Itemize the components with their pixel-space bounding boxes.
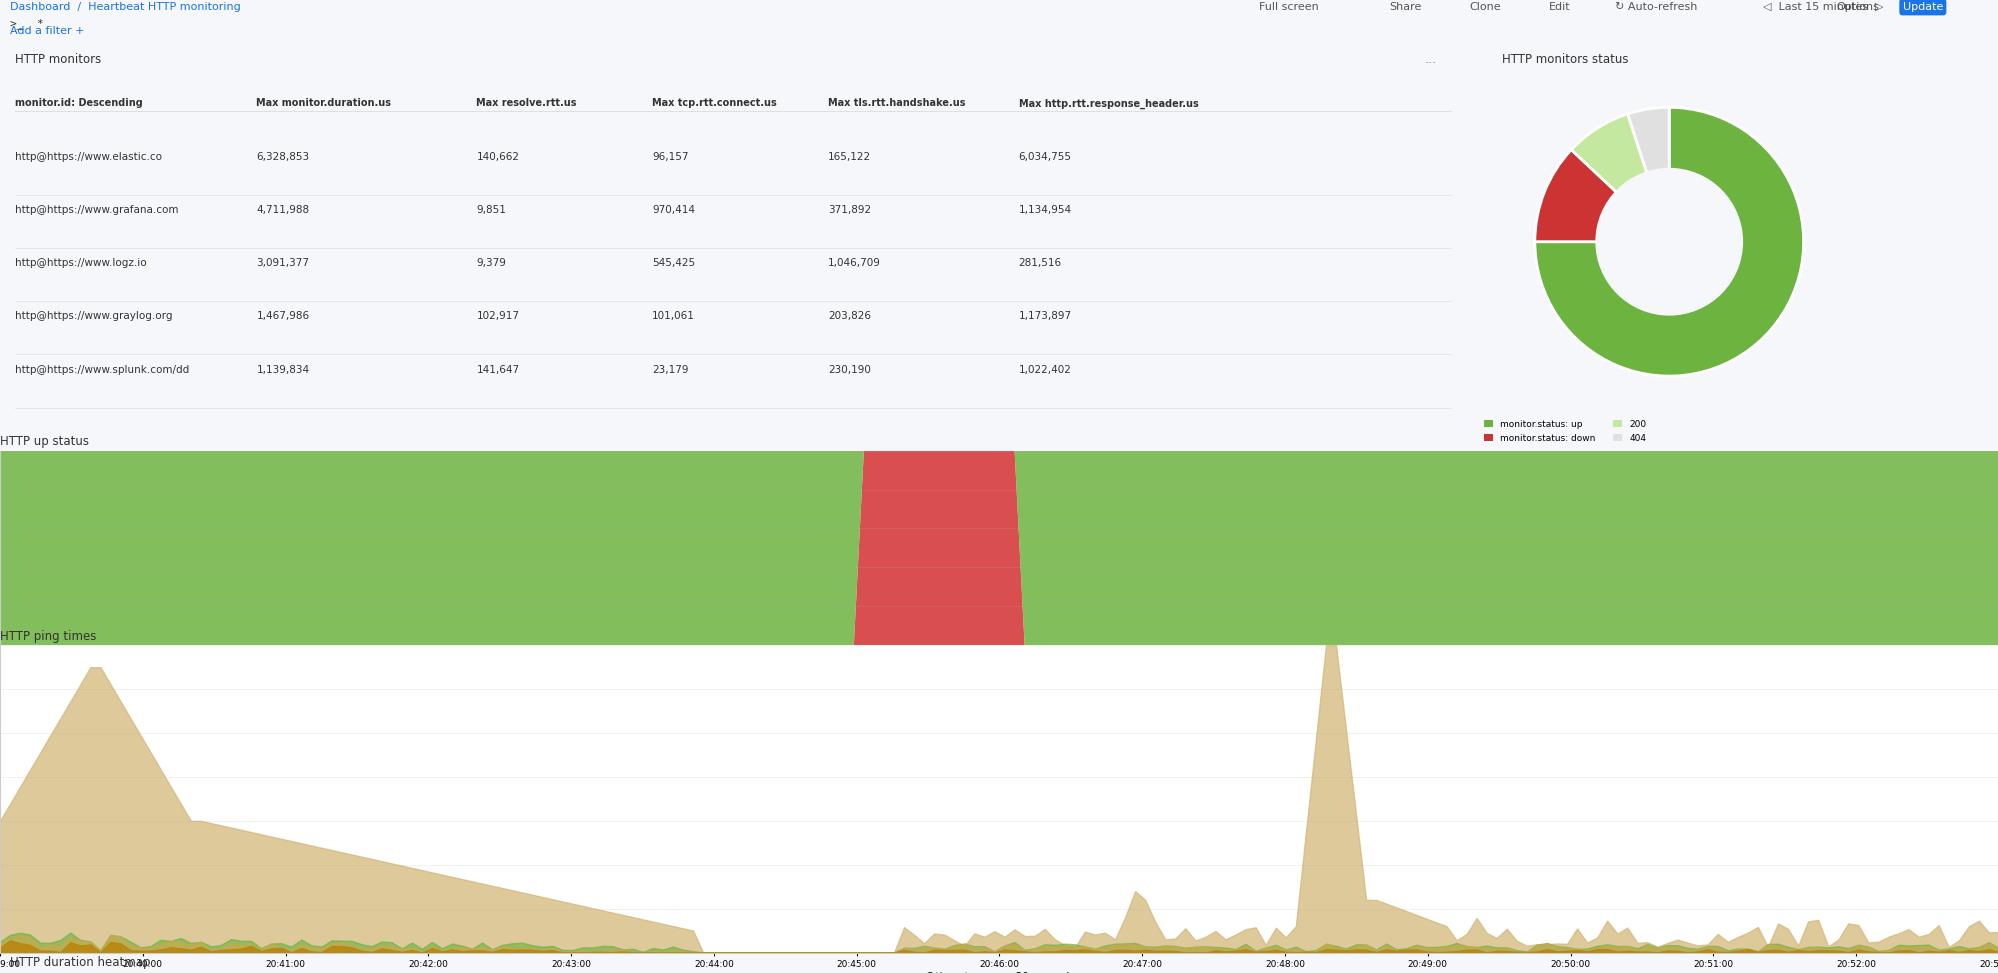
Text: 970,414: 970,414 [651, 205, 695, 215]
Text: http@https://www.elastic.co: http@https://www.elastic.co [14, 152, 162, 162]
Text: monitor.id: Descending: monitor.id: Descending [14, 98, 142, 108]
Text: 6,034,755: 6,034,755 [1019, 152, 1071, 162]
Text: 371,892: 371,892 [827, 205, 871, 215]
Text: 1,134,954: 1,134,954 [1019, 205, 1071, 215]
Text: Max http.rtt.response_header.us: Max http.rtt.response_header.us [1019, 98, 1197, 109]
Text: HTTP up status: HTTP up status [0, 435, 90, 449]
Text: ↻ Auto-refresh: ↻ Auto-refresh [1614, 2, 1696, 12]
Text: Max tcp.rtt.connect.us: Max tcp.rtt.connect.us [651, 98, 777, 108]
Text: 9,851: 9,851 [476, 205, 505, 215]
Text: 101,061: 101,061 [651, 311, 695, 321]
Text: 141,647: 141,647 [476, 365, 519, 375]
Text: Max resolve.rtt.us: Max resolve.rtt.us [476, 98, 577, 108]
Text: Add a filter +: Add a filter + [10, 26, 84, 36]
Text: 96,157: 96,157 [651, 152, 689, 162]
Text: HTTP duration heatmap: HTTP duration heatmap [10, 955, 150, 968]
Text: Options: Options [1836, 2, 1878, 12]
Text: Max tls.rtt.handshake.us: Max tls.rtt.handshake.us [827, 98, 965, 108]
X-axis label: @timestamp per 30 seconds: @timestamp per 30 seconds [925, 972, 1073, 973]
Text: 23,179: 23,179 [651, 365, 689, 375]
Text: 1,022,402: 1,022,402 [1019, 365, 1071, 375]
Text: http@https://www.grafana.com: http@https://www.grafana.com [14, 205, 178, 215]
Text: 6,328,853: 6,328,853 [256, 152, 310, 162]
Text: HTTP ping times: HTTP ping times [0, 630, 96, 643]
Legend: monitor.status: up, monitor.status: down, 200, 404: monitor.status: up, monitor.status: down… [1479, 416, 1650, 447]
Text: 9,379: 9,379 [476, 258, 505, 269]
Text: HTTP monitors status: HTTP monitors status [1500, 54, 1628, 66]
Text: http@https://www.splunk.com/dd: http@https://www.splunk.com/dd [14, 365, 190, 375]
Text: Clone: Clone [1469, 2, 1500, 12]
Text: 1,046,709: 1,046,709 [827, 258, 881, 269]
Text: Update: Update [1902, 2, 1942, 12]
Text: ◁  Last 15 minutes  ▷: ◁ Last 15 minutes ▷ [1762, 2, 1882, 12]
Text: Max monitor.duration.us: Max monitor.duration.us [256, 98, 392, 108]
Text: 102,917: 102,917 [476, 311, 519, 321]
Text: 545,425: 545,425 [651, 258, 695, 269]
Text: 4,711,988: 4,711,988 [256, 205, 310, 215]
Text: 1,467,986: 1,467,986 [256, 311, 310, 321]
Text: http@https://www.graylog.org: http@https://www.graylog.org [14, 311, 172, 321]
Text: 3,091,377: 3,091,377 [256, 258, 310, 269]
Text: http@https://www.logz.io: http@https://www.logz.io [14, 258, 146, 269]
Text: >_  *: >_ * [10, 18, 44, 29]
X-axis label: @timestamp per 30 seconds: @timestamp per 30 seconds [925, 665, 1073, 674]
Text: 230,190: 230,190 [827, 365, 871, 375]
Text: Full screen: Full screen [1259, 2, 1319, 12]
Text: 165,122: 165,122 [827, 152, 871, 162]
Text: ...: ... [1425, 54, 1437, 66]
Text: Dashboard  /  Heartbeat HTTP monitoring: Dashboard / Heartbeat HTTP monitoring [10, 2, 240, 12]
Text: Edit: Edit [1548, 2, 1570, 12]
Text: 1,139,834: 1,139,834 [256, 365, 310, 375]
Text: 140,662: 140,662 [476, 152, 519, 162]
Text: 281,516: 281,516 [1019, 258, 1061, 269]
Text: 203,826: 203,826 [827, 311, 871, 321]
Text: HTTP monitors: HTTP monitors [14, 54, 100, 66]
Text: Share: Share [1389, 2, 1421, 12]
Text: 1,173,897: 1,173,897 [1019, 311, 1071, 321]
